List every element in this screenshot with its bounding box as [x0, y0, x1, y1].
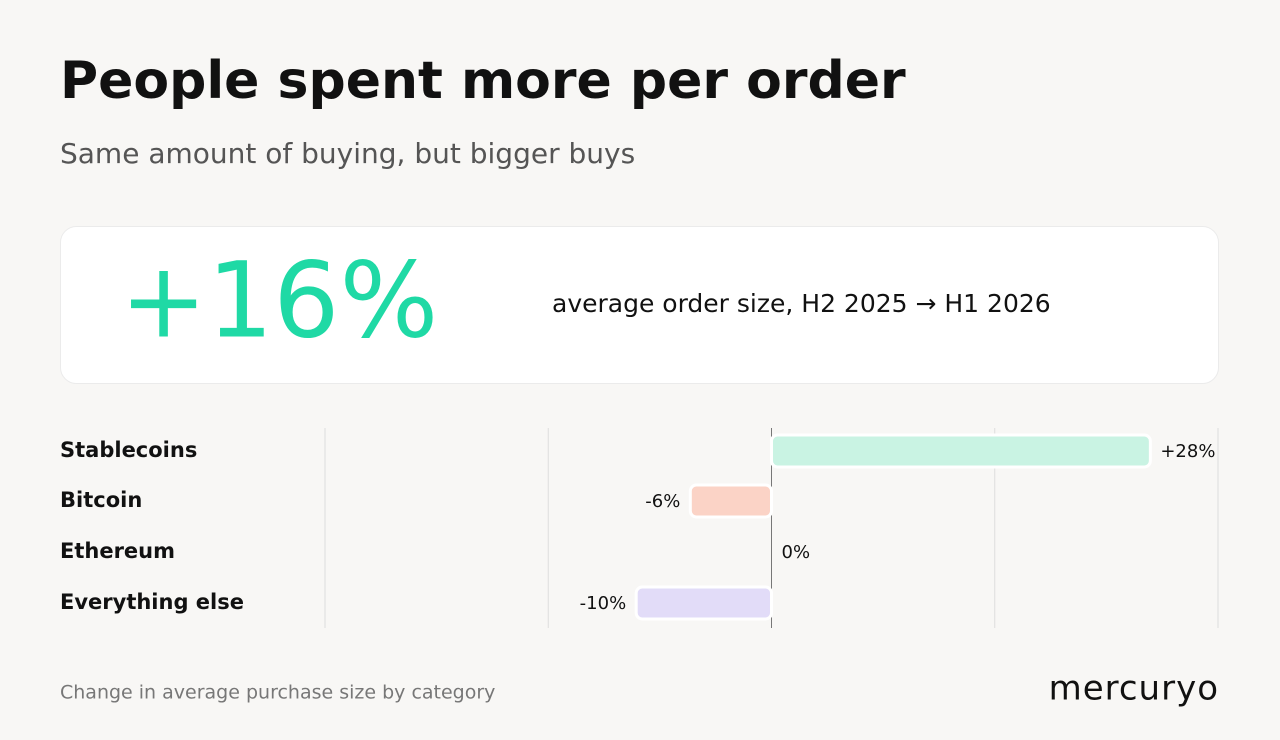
value-label: -6% — [645, 491, 680, 512]
bar — [770, 433, 1152, 469]
highlight-caption: average order size, H2 2025 → H1 2026 — [552, 289, 1051, 318]
highlight-value: +16% — [120, 239, 438, 361]
bar-chart: Stablecoins +28% Bitcoin -6% Ethereum 0% Every… — [60, 428, 1219, 628]
brand-logo: mercuryo — [1049, 669, 1219, 709]
bar — [634, 585, 773, 621]
category-label: Stablecoins — [60, 438, 197, 462]
highlight-card — [60, 226, 1219, 384]
category-label: Bitcoin — [60, 488, 142, 512]
value-label: 0% — [782, 542, 811, 563]
bar — [688, 483, 773, 519]
subtitle: Same amount of buying, but bigger buys — [60, 137, 635, 170]
title: People spent more per order — [60, 51, 906, 111]
category-label: Ethereum — [60, 539, 175, 563]
category-label: Everything else — [60, 590, 244, 614]
footnote: Change in average purchase size by categ… — [60, 682, 495, 704]
value-label: -10% — [580, 593, 627, 614]
value-label: +28% — [1160, 441, 1215, 462]
